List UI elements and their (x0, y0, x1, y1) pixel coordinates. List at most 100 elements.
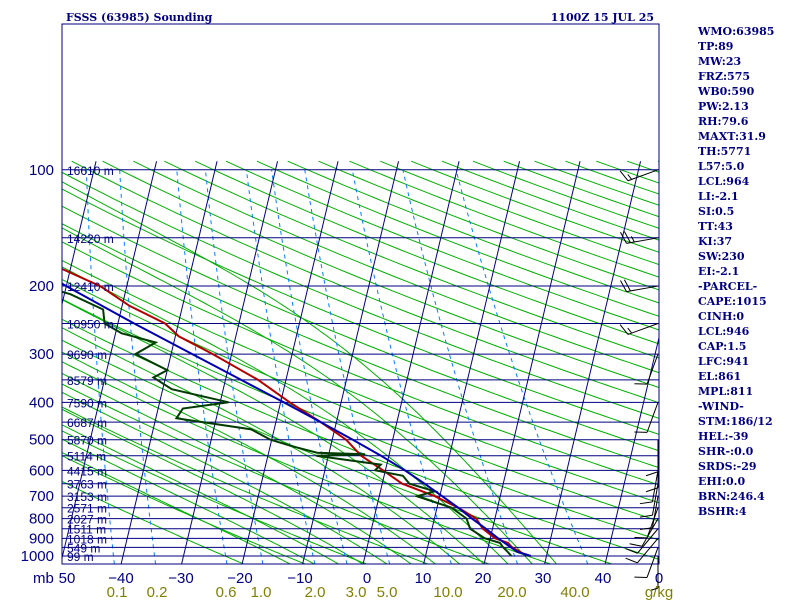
moist-adiabat (62, 372, 412, 564)
index-item: LCL:964 (698, 175, 750, 188)
indices-panel: WMO:63985 TP:89 MW:23 FRZ:575 WB0:590 PW:2.13… (698, 24, 798, 519)
dry-adiabat (62, 223, 659, 469)
height-label: 2027 m (67, 513, 107, 527)
index-item: PW:2.13 (698, 100, 749, 113)
pressure-tick-label: 1000 (21, 548, 54, 565)
index-item: SW:230 (698, 250, 745, 263)
barb-staff (627, 323, 659, 335)
mixing-ratio-tick-label: 10.0 (433, 584, 462, 600)
index-item: LI:-2.1 (698, 190, 739, 203)
isotherm (483, 161, 581, 564)
index-item: RH:79.6 (698, 115, 749, 128)
height-label: 5114 m (67, 450, 106, 464)
moist-adiabat (62, 227, 533, 564)
mixing-ratio-tick-label: 40.0 (560, 584, 589, 600)
dry-adiabat (62, 298, 659, 541)
valid-time: 1100Z 15 JUL 25 (551, 11, 654, 24)
barb-staff (626, 237, 659, 244)
height-label: 8579 m (67, 374, 107, 388)
height-label: 4415 m (67, 464, 107, 478)
index-item: MPL:811 (698, 385, 754, 398)
mixing-ratio-line (271, 169, 348, 564)
wind-barb (619, 323, 659, 335)
index-item: CAP:1.5 (698, 340, 747, 353)
barb-staff (651, 483, 659, 516)
barb-staff (637, 528, 659, 554)
index-item: EHI:0.0 (698, 475, 746, 488)
dry-adiabat (62, 241, 659, 486)
wind-barb (634, 353, 659, 385)
height-label: 1018 m (67, 532, 107, 546)
index-item: TT:43 (698, 220, 733, 233)
temperature-tick-label: 0 (655, 570, 663, 587)
dewpoint-line (62, 290, 513, 557)
wind-barbs (619, 169, 659, 591)
pressure-tick-label: 800 (29, 511, 54, 528)
index-item: MW:23 (698, 55, 742, 68)
mixing-ratio-line (204, 169, 264, 564)
moist-adiabat (62, 266, 509, 564)
barb-half-flag (627, 327, 633, 334)
mixing-ratio-tick-label: 3.0 (346, 584, 367, 600)
barb-staff (641, 518, 659, 547)
barb-half-flag (630, 236, 635, 243)
index-item: -PARCEL- (698, 280, 758, 293)
dry-adiabat (62, 383, 490, 564)
mixing-ratio-line (402, 169, 519, 564)
dry-adiabat (62, 318, 659, 560)
parcel-line (62, 282, 532, 557)
pressure-axis-label: mb (33, 570, 54, 587)
moist-adiabat (62, 391, 388, 564)
pressure-tick-label: 600 (29, 462, 54, 479)
wind-barb (625, 538, 659, 564)
mixing-ratio-tick-label: 0.6 (216, 584, 237, 600)
wind-barb (651, 556, 659, 591)
wind-barb (645, 439, 659, 477)
index-item: LCL:946 (698, 325, 750, 338)
barb-flag (639, 514, 653, 518)
index-item: CAPE:1015 (698, 295, 767, 308)
barb-flag (645, 471, 659, 477)
index-item: TH:5771 (698, 145, 752, 158)
dry-adiabat (194, 160, 659, 345)
mixing-ratio-tick-label: 0.1 (107, 584, 128, 600)
barb-flag (619, 170, 629, 182)
index-item: MAXT:31.9 (698, 130, 766, 143)
height-label: 9690 m (67, 348, 107, 362)
series-layer (62, 267, 532, 557)
temperature-tick-label: 20 (475, 570, 492, 587)
barb-flag (625, 557, 638, 564)
wind-barb (639, 496, 659, 531)
pressure-tick-label: 700 (29, 488, 54, 505)
barb-half-flag (651, 587, 659, 591)
temperature-tick-label: 0 (363, 570, 371, 587)
isotherm (241, 161, 339, 564)
barb-flag (639, 527, 653, 531)
temperature-tick-label: −20 (227, 570, 252, 587)
index-item: -WIND- (698, 400, 744, 413)
isotherm (120, 161, 218, 564)
isotherm (544, 161, 642, 564)
barb-flag (629, 543, 643, 547)
temperature-tick-label: −40 (108, 570, 133, 587)
grid-layer (62, 160, 659, 564)
dry-adiabat (62, 339, 613, 564)
barb-flag (623, 279, 631, 292)
dry-adiabat (62, 455, 306, 564)
pressure-tick-label: 500 (29, 432, 54, 449)
height-label: 549 m (67, 541, 100, 555)
mixing-ratio-tick-label: 1.0 (251, 584, 272, 600)
index-item: KI:37 (698, 235, 733, 248)
moist-adiabat (62, 299, 485, 564)
dry-adiabat (133, 160, 659, 374)
plot-frame (61, 23, 660, 565)
mixing-ratio-tick-label: 2.0 (305, 584, 326, 600)
isotherm (62, 161, 97, 307)
index-item: TP:89 (698, 40, 734, 53)
height-label: 5870 m (67, 434, 107, 448)
barb-flag (645, 487, 659, 493)
wind-barb (634, 402, 659, 433)
index-item: WMO:63985 (698, 25, 775, 38)
